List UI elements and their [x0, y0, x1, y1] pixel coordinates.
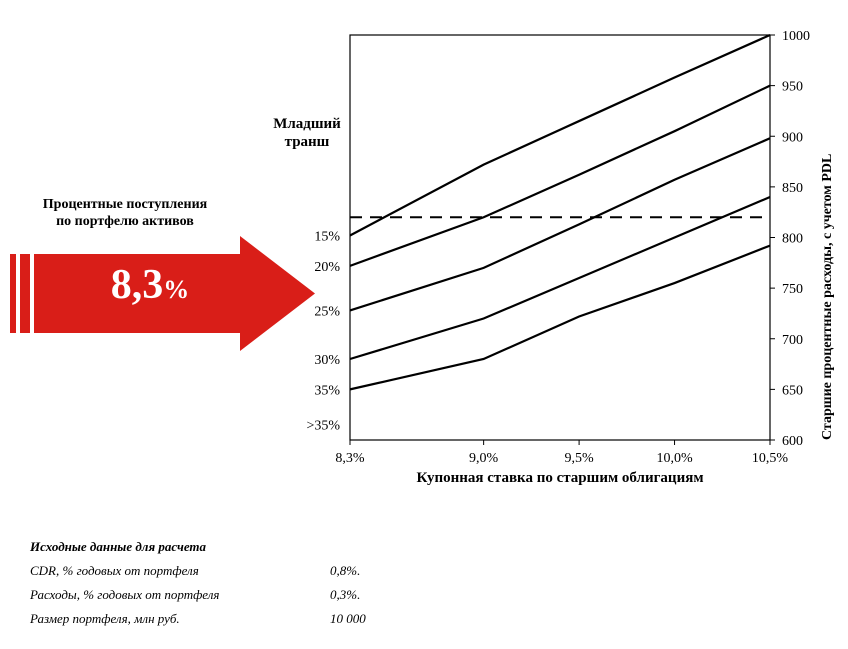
svg-text:10,5%: 10,5% [752, 451, 789, 466]
footnote-value: 10 000 [330, 607, 450, 631]
svg-text:9,0%: 9,0% [469, 451, 499, 466]
svg-text:>35%: >35% [306, 418, 340, 433]
svg-text:25%: 25% [314, 304, 340, 319]
footnote-value: 0,8%. [330, 559, 450, 583]
arrow-caption-line2: по портфелю активов [56, 214, 194, 229]
footnote-value: 0,3%. [330, 583, 450, 607]
svg-text:700: 700 [782, 333, 803, 348]
svg-text:9,5%: 9,5% [565, 451, 595, 466]
svg-text:900: 900 [782, 130, 803, 145]
chart-svg: 600 650 700 750 800 850 900 950 1000 8,3% 9,0% 9,5%… [262, 10, 822, 490]
footnotes-title: Исходные данные для расчета [30, 535, 530, 559]
footnote-label: Расходы, % годовых от портфеля [30, 583, 330, 607]
x-axis-label: Купонная ставка по старшим облигациям [350, 470, 770, 487]
footnote-row: CDR, % годовых от портфеля 0,8%. [30, 559, 530, 583]
arrow-percent: % [163, 275, 189, 304]
line-chart: 600 650 700 750 800 850 900 950 1000 8,3% 9,0% 9,5%… [262, 10, 822, 490]
footnotes: Исходные данные для расчета CDR, % годов… [30, 535, 530, 631]
svg-text:950: 950 [782, 80, 803, 95]
svg-text:850: 850 [782, 181, 803, 196]
footnote-row: Размер портфеля, млн руб. 10 000 [30, 607, 530, 631]
arrow-caption: Процентные поступления по портфелю актив… [10, 196, 240, 230]
svg-text:10,0%: 10,0% [656, 451, 693, 466]
svg-text:30%: 30% [314, 353, 340, 368]
right-axis-label: Старшие процентные расходы, с учетом PDL [820, 154, 836, 440]
footnote-label: Размер портфеля, млн руб. [30, 607, 330, 631]
svg-text:800: 800 [782, 232, 803, 247]
arrow-caption-line1: Процентные поступления [43, 197, 207, 212]
footnote-row: Расходы, % годовых от портфеля 0,3%. [30, 583, 530, 607]
svg-text:35%: 35% [314, 383, 340, 398]
svg-text:8,3%: 8,3% [335, 451, 365, 466]
svg-text:1000: 1000 [782, 29, 810, 44]
svg-text:20%: 20% [314, 260, 340, 275]
svg-text:15%: 15% [314, 229, 340, 244]
svg-text:650: 650 [782, 383, 803, 398]
svg-text:600: 600 [782, 434, 803, 449]
svg-text:750: 750 [782, 282, 803, 297]
footnote-label: CDR, % годовых от портфеля [30, 559, 330, 583]
arrow-value: 8,3% [65, 261, 235, 309]
arrow-value-number: 8,3 [111, 262, 164, 308]
